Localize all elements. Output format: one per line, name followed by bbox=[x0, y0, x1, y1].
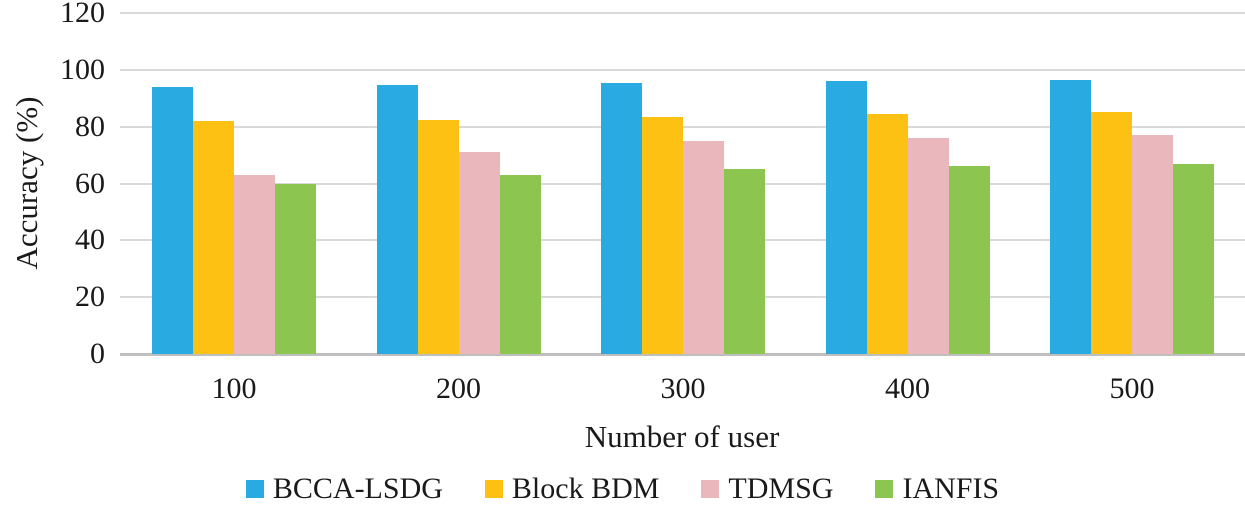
legend-swatch-ianfis bbox=[875, 480, 894, 498]
y-tick-label-20: 20 bbox=[75, 280, 105, 314]
y-tick-label-60: 60 bbox=[75, 166, 105, 200]
legend-item-tdmsg: TDMSG bbox=[701, 474, 833, 504]
y-tick-label-80: 80 bbox=[75, 109, 105, 143]
bar-ianfis-200 bbox=[499, 174, 541, 354]
y-tick-label-0: 0 bbox=[90, 337, 105, 370]
bar-tdmsg-300 bbox=[683, 140, 724, 354]
bar-ianfis-300 bbox=[724, 169, 765, 354]
x-tick-label-300: 300 bbox=[660, 372, 706, 405]
legend-label-tdmsg: TDMSG bbox=[728, 472, 834, 505]
bar-tdmsg-400 bbox=[907, 138, 949, 354]
legend-item-bcca-lsdg: BCCA-LSDG bbox=[245, 472, 443, 505]
bar-bcca-lsdg-400 bbox=[825, 81, 867, 354]
y-tick-label-40: 40 bbox=[75, 223, 105, 257]
x-axis-baseline bbox=[120, 353, 1245, 356]
legend: BCCA-LSDG Block BDM TDMSG IANFIS bbox=[0, 474, 1245, 504]
x-tick-label-400: 400 bbox=[885, 372, 930, 405]
x-tick-label-100: 100 bbox=[211, 372, 257, 405]
plot-area bbox=[120, 12, 1245, 356]
bar-block-bdm-400 bbox=[866, 113, 908, 354]
bar-tdmsg-100 bbox=[234, 174, 275, 354]
gridline-y-100 bbox=[120, 68, 1245, 71]
bar-tdmsg-500 bbox=[1132, 135, 1173, 354]
legend-label-bcca-lsdg: BCCA-LSDG bbox=[272, 472, 443, 505]
x-axis-title: Number of user bbox=[584, 419, 780, 454]
bar-ianfis-400 bbox=[948, 166, 990, 354]
bar-bcca-lsdg-200 bbox=[376, 85, 418, 354]
x-tick-label-200: 200 bbox=[436, 372, 481, 405]
legend-item-ianfis: IANFIS bbox=[875, 474, 999, 504]
y-tick-label-120: 120 bbox=[60, 0, 105, 29]
bar-bcca-lsdg-500 bbox=[1050, 79, 1091, 354]
bar-block-bdm-300 bbox=[642, 116, 683, 354]
bar-ianfis-500 bbox=[1173, 163, 1214, 354]
bar-block-bdm-200 bbox=[417, 119, 459, 354]
bar-ianfis-100 bbox=[275, 183, 316, 354]
bar-bcca-lsdg-100 bbox=[152, 86, 193, 354]
legend-item-block-bdm: Block BDM bbox=[484, 472, 660, 505]
bar-bcca-lsdg-300 bbox=[601, 82, 642, 354]
legend-swatch-bcca-lsdg bbox=[245, 480, 264, 498]
bar-block-bdm-500 bbox=[1091, 112, 1132, 354]
y-tick-label-100: 100 bbox=[60, 52, 105, 86]
legend-swatch-block-bdm bbox=[484, 480, 503, 498]
legend-swatch-tdmsg bbox=[701, 480, 720, 498]
x-tick-label-500: 500 bbox=[1109, 372, 1155, 405]
legend-label-block-bdm: Block BDM bbox=[511, 472, 660, 505]
legend-label-ianfis: IANFIS bbox=[902, 472, 1000, 505]
bar-block-bdm-100 bbox=[193, 120, 234, 354]
gridline-y-120 bbox=[120, 12, 1245, 14]
bar-tdmsg-200 bbox=[458, 152, 500, 354]
